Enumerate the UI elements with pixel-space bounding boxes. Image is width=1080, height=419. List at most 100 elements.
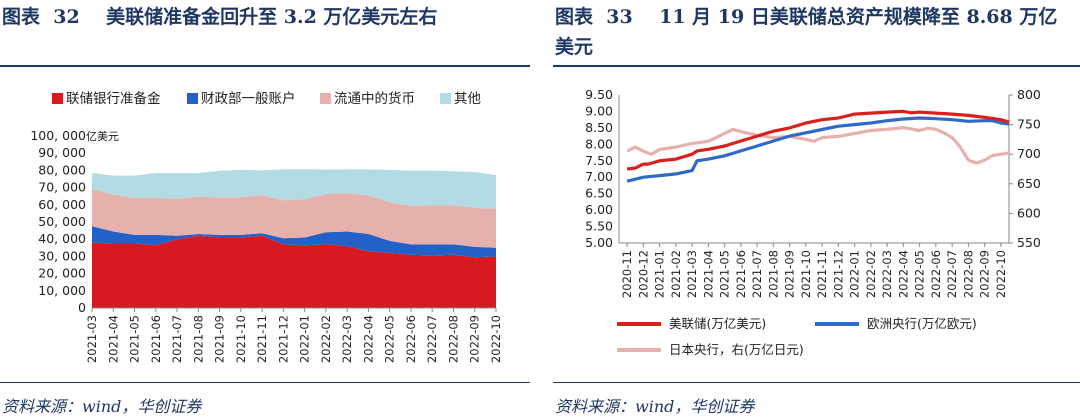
right-right-tick-label: 550	[1017, 235, 1041, 250]
left-legend: 联储银行准备金 财政部一般账户 流通中的货币 其他	[52, 90, 481, 107]
right-left-tick-label: 5.50	[585, 219, 613, 234]
legend-swatch-3	[320, 93, 331, 104]
area-series-3	[92, 189, 496, 248]
left-x-tick-label: 2021-08	[191, 315, 205, 363]
right-x-tick-label: 2022-02	[864, 250, 878, 298]
right-right-tick-label: 650	[1017, 176, 1041, 191]
area-series-1	[92, 235, 496, 308]
right-left-tick-label: 7.50	[585, 153, 613, 168]
left-x-tick-label: 2021-06	[149, 315, 163, 363]
right-x-tick-label: 2021-05	[718, 250, 732, 298]
right-x-tick-label: 2021-04	[701, 250, 715, 298]
left-chart-title: 图表 32 美联储准备金回升至 3.2 万亿美元左右	[2, 6, 438, 28]
right-x-tick-label: 2021-12	[831, 250, 845, 298]
right-x-tick-label: 2022-04	[896, 250, 910, 298]
right-left-tick-label: 8.50	[585, 120, 613, 135]
right-right-tick-label: 800	[1017, 87, 1041, 102]
left-x-tick-label: 2022-03	[340, 315, 354, 363]
left-y-tick-label: 50, 000	[38, 214, 86, 229]
left-x-tick-label: 2022-06	[404, 315, 418, 363]
left-y-tick-label: 0	[78, 300, 86, 315]
right-x-tick-label: 2022-01	[848, 250, 862, 298]
left-x-tick-label: 2022-04	[361, 315, 375, 363]
right-x-tick-label: 2021-02	[669, 250, 683, 298]
legend-label-3: 日本央行，右(万亿日元)	[669, 342, 804, 357]
legend-swatch-4	[440, 93, 451, 104]
left-x-ticks: 2021-03 2021-04 2021-05 2021-06 2021-07 2021-…	[85, 308, 503, 363]
right-left-tick-label: 6.50	[585, 186, 613, 201]
right-left-ticks: 5.005.50 6.006.50 7.007.50 8.008.50 9.009.50	[585, 87, 613, 250]
right-title-rule	[553, 65, 1080, 67]
right-chart-title: 图表 33 11 月 19 日美联储总资产规模降至 8.68 万亿美元	[555, 6, 1058, 58]
left-y-tick-label: 100, 000	[30, 128, 86, 143]
legend-swatch-2	[187, 93, 198, 104]
right-right-ticks: 550 600 650 700 750 800	[1009, 87, 1041, 250]
right-left-tick-label: 6.00	[585, 202, 613, 217]
legend-label-1: 联储银行准备金	[66, 90, 161, 107]
line-series-3	[626, 126, 1010, 165]
left-y-tick-label: 90, 000	[38, 145, 86, 160]
right-source-rule	[553, 382, 1080, 383]
right-x-tick-label: 2022-05	[913, 250, 927, 298]
right-source-text: 资料来源：wind，华创证券	[555, 397, 755, 416]
legend-swatch-1	[52, 93, 63, 104]
right-left-tick-label: 7.00	[585, 169, 613, 184]
right-x-tick-label: 2022-10	[994, 250, 1008, 298]
legend-label-2: 财政部一般账户	[201, 90, 296, 107]
right-x-tick-label: 2022-03	[880, 250, 894, 298]
area-series-4	[92, 169, 496, 209]
line-series-2	[626, 116, 1010, 183]
left-y-tick-label: 60, 000	[38, 197, 86, 212]
left-x-tick-label: 2022-08	[446, 315, 460, 363]
left-x-tick-label: 2021-03	[85, 315, 99, 363]
right-x-tick-label: 2022-09	[978, 250, 992, 298]
left-y-tick-label: 70, 000	[38, 180, 86, 195]
right-x-tick-label: 2021-08	[766, 250, 780, 298]
left-x-tick-label: 2021-11	[255, 315, 269, 363]
right-right-tick-label: 750	[1017, 117, 1041, 132]
left-source-text: 资料来源：wind，华创证券	[2, 397, 202, 416]
right-x-ticks: 2020-11 2020-12 2021-01 2021-02 2021-03 2021-…	[620, 243, 1008, 298]
right-left-tick-label: 9.50	[585, 87, 613, 102]
right-x-tick-label: 2022-08	[961, 250, 975, 298]
right-x-tick-label: 2021-01	[653, 250, 667, 298]
right-x-tick-label: 2021-06	[734, 250, 748, 298]
left-x-tick-label: 2022-02	[319, 315, 333, 363]
left-x-tick-label: 2021-04	[106, 315, 120, 363]
right-right-tick-label: 700	[1017, 146, 1041, 161]
left-x-tick-label: 2022-10	[489, 315, 503, 363]
right-x-tick-label: 2021-03	[685, 250, 699, 298]
left-x-tick-label: 2021-09	[213, 315, 227, 363]
left-y-ticks: 0 10, 000 20, 000 30, 000 40, 000 50, 000 60, …	[30, 128, 86, 315]
left-y-tick-label: 10, 000	[38, 283, 86, 298]
right-left-tick-label: 8.00	[585, 136, 613, 151]
right-x-tick-label: 2020-12	[636, 250, 650, 298]
left-x-tick-label: 2022-09	[468, 315, 482, 363]
left-x-tick-label: 2022-01	[298, 315, 312, 363]
left-y-tick-label: 40, 000	[38, 231, 86, 246]
right-panel: 图表 33 11 月 19 日美联储总资产规模降至 8.68 万亿美元 5.00…	[553, 0, 1080, 419]
right-right-tick-label: 600	[1017, 205, 1041, 220]
right-x-tick-label: 2022-07	[945, 250, 959, 298]
legend-label-2: 欧洲央行(万亿欧元)	[867, 316, 977, 331]
line-series-1	[626, 109, 1010, 171]
right-x-tick-label: 2021-11	[815, 250, 829, 298]
legend-label-3: 流通中的货币	[334, 90, 415, 107]
left-x-tick-label: 2021-10	[234, 315, 248, 363]
right-x-tick-label: 2020-11	[620, 250, 634, 298]
legend-label-4: 其他	[454, 91, 481, 107]
left-x-tick-label: 2021-12	[276, 315, 290, 363]
right-legend: 美联储(万亿美元) 欧洲央行(万亿欧元) 日本央行，右(万亿日元)	[617, 316, 977, 357]
right-x-tick-label: 2021-09	[783, 250, 797, 298]
left-unit-label: 亿美元	[86, 130, 119, 143]
left-source-rule	[0, 382, 530, 383]
left-y-tick-label: 80, 000	[38, 162, 86, 177]
left-x-tick-label: 2021-07	[170, 315, 184, 363]
left-title-rule	[0, 65, 530, 67]
right-x-tick-label: 2021-07	[750, 250, 764, 298]
left-y-tick-label: 30, 000	[38, 248, 86, 263]
right-left-tick-label: 5.00	[585, 235, 613, 250]
area-series-2	[92, 226, 496, 258]
left-x-tick-label: 2022-07	[425, 315, 439, 363]
